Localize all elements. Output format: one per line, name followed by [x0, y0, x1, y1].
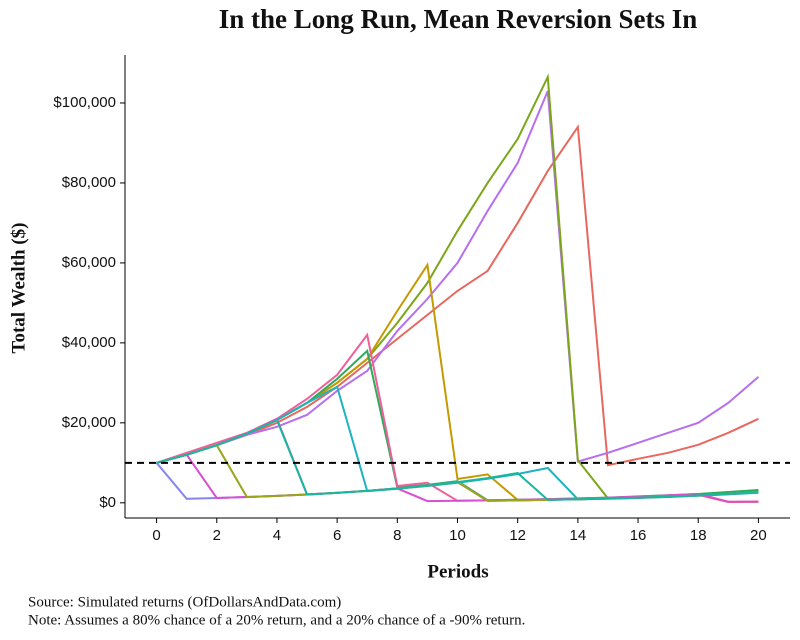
x-tick-label: 20: [750, 527, 767, 544]
x-axis-label: Periods: [427, 561, 488, 582]
x-tick-label: 6: [333, 527, 341, 544]
y-tick-label: $0: [99, 494, 116, 511]
series-line: [156, 417, 759, 502]
x-tick-label: 0: [152, 527, 160, 544]
y-tick-label: $60,000: [62, 254, 116, 271]
series-line: [156, 124, 759, 467]
y-axis-label: Total Wealth ($): [8, 223, 29, 354]
y-tick-label: $40,000: [62, 334, 116, 351]
x-tick-label: 16: [630, 527, 647, 544]
y-tick-label: $20,000: [62, 414, 116, 431]
series-line: [156, 418, 759, 501]
x-tick-label: 4: [273, 527, 281, 544]
x-tick-label: 18: [690, 527, 707, 544]
y-tick-label: $80,000: [62, 174, 116, 191]
series-line: [156, 262, 759, 504]
x-tick-label: 10: [449, 527, 466, 544]
x-tick-label: 12: [509, 527, 526, 544]
x-tick-label: 14: [570, 527, 587, 544]
x-tick-label: 8: [393, 527, 401, 544]
footnote: Note: Assumes a 80% chance of a 20% retu…: [28, 612, 525, 628]
x-tick-label: 2: [213, 527, 221, 544]
series-line: [156, 90, 760, 464]
source-note: Source: Simulated returns (OfDollarsAndD…: [28, 594, 341, 610]
chart-title: In the Long Run, Mean Reversion Sets In: [219, 4, 698, 34]
y-tick-label: $100,000: [53, 94, 116, 111]
